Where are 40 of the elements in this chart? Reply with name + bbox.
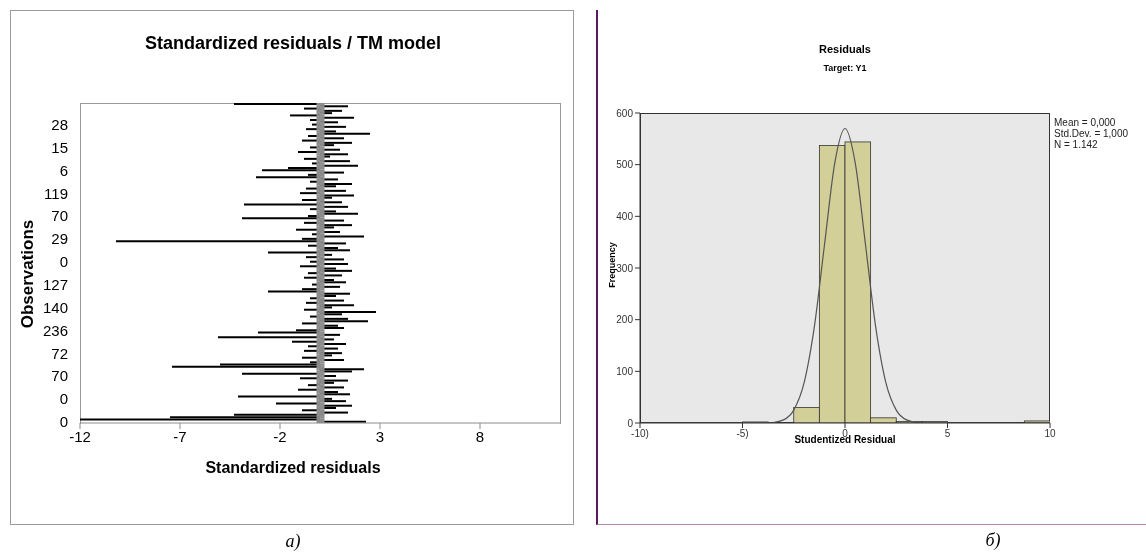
x-axis-title: Standardized residuals [204,459,382,477]
x-tick-label: 10 [1044,428,1056,440]
y-tick-label: 0 [59,253,68,271]
y-tick-label: 600 [616,107,634,119]
text: N = 1.142 [1054,139,1099,150]
y-tick-label: 29 [51,230,68,248]
y-tick-label: 100 [616,365,634,377]
y-tick-label: 15 [51,138,68,156]
y-tick-label: 0 [627,417,634,429]
y-tick-label: 127 [42,275,68,293]
y-tick-label: 236 [42,321,68,339]
x-tick-label: -5) [736,428,749,440]
y-tick-label: 70 [51,367,68,385]
x-tick-label: -10) [631,428,649,440]
y-tick-label: 72 [51,344,68,362]
y-tick-label: 28 [51,115,68,133]
text: a) [284,531,302,552]
x-tick-label: 8 [475,427,485,445]
y-axis-title: Frequency [607,241,617,290]
chart-title: Standardized residuals / TM model [143,33,443,54]
text: Mean = 0,000 [1054,117,1117,128]
y-tick-label: 119 [44,184,68,202]
chart-title: Residuals [818,43,872,55]
x-tick-label: 5 [944,428,951,440]
x-tick-label: -7 [173,427,187,445]
x-tick-label: -2 [273,427,287,445]
y-tick-label: 400 [616,210,634,222]
y-tick-label: 140 [42,298,68,316]
y-tick-label: 300 [616,262,634,274]
y-axis-title: Observations [18,218,38,331]
chart-subtitle: Target: Y1 [822,63,868,73]
x-tick-label: -12 [69,427,91,445]
text: Std.Dev. = 1,000 [1054,128,1129,139]
text: б) [984,530,1002,551]
y-tick-label: 500 [616,159,634,171]
y-tick-label: 6 [59,161,68,179]
y-tick-label: 0 [59,390,68,408]
y-tick-label: 70 [51,207,68,225]
x-tick-label: 3 [375,427,385,445]
y-tick-label: 200 [616,314,634,326]
